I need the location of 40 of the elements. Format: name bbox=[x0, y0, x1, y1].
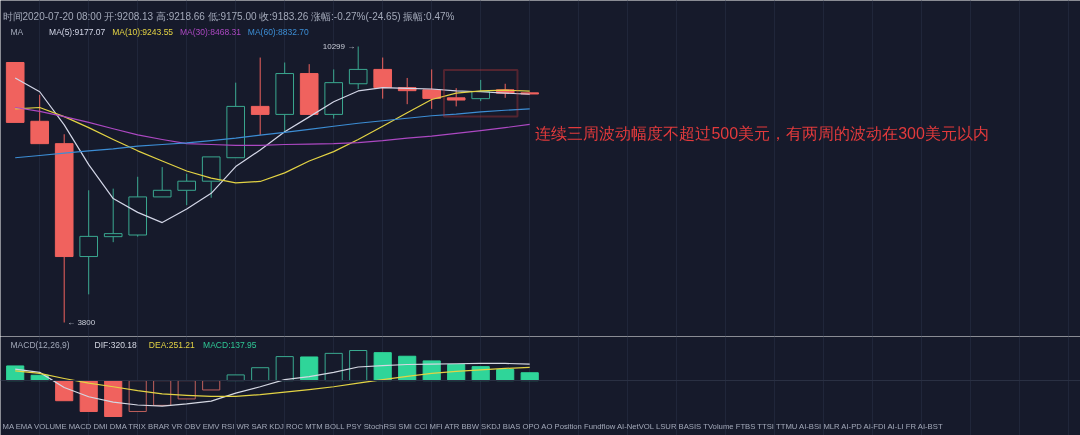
text: DEA:251.21 bbox=[148, 339, 195, 350]
bar bbox=[226, 374, 245, 382]
bar bbox=[128, 380, 147, 412]
text: MA(5):9177.07 bbox=[49, 26, 106, 37]
text: MA(10):9243.55 bbox=[112, 26, 174, 37]
candlestick bbox=[275, 62, 295, 133]
candlestick bbox=[54, 133, 74, 323]
candlestick bbox=[30, 94, 50, 145]
chart-title: MA bbox=[10, 26, 24, 37]
chart-subtitle: 时间2020-07-20 08:00 开:9208.13 高:9218.66 低:9175.00 收:9183.26 涨幅:-0.27%(-24.65) 振幅:0.47% bbox=[2, 11, 455, 22]
bar bbox=[251, 367, 270, 382]
candlestick bbox=[5, 62, 25, 123]
candlestick bbox=[299, 63, 319, 115]
bar bbox=[275, 356, 294, 382]
annotation: 连续三周波动幅度不超过500美元，有两周的波动在300美元以内 bbox=[535, 124, 989, 142]
bar bbox=[373, 352, 392, 382]
text: DIF:320.18 bbox=[94, 339, 137, 350]
bar bbox=[104, 380, 123, 417]
candlestick bbox=[422, 68, 442, 110]
bar bbox=[349, 350, 368, 382]
bar bbox=[300, 356, 319, 382]
candlestick bbox=[79, 189, 99, 295]
candlestick bbox=[348, 46, 368, 90]
bar bbox=[79, 380, 98, 412]
candlestick bbox=[250, 57, 270, 136]
candlestick bbox=[373, 57, 393, 100]
bar bbox=[324, 352, 343, 382]
candlestick bbox=[152, 166, 172, 198]
text: MACD:137.95 bbox=[203, 339, 257, 350]
chart-title: MACD(12,26,9) bbox=[10, 339, 70, 350]
candlestick bbox=[177, 173, 197, 206]
text: MA(60):8832.70 bbox=[247, 26, 310, 37]
annotation: ← 3800 bbox=[67, 318, 96, 327]
bar bbox=[202, 380, 221, 391]
annotation: 10299 → bbox=[322, 42, 356, 51]
bar bbox=[520, 372, 539, 382]
candlestick bbox=[324, 68, 344, 120]
text: MA(30):8468.31 bbox=[179, 26, 242, 37]
candlestick bbox=[226, 82, 246, 159]
bar bbox=[177, 380, 196, 400]
